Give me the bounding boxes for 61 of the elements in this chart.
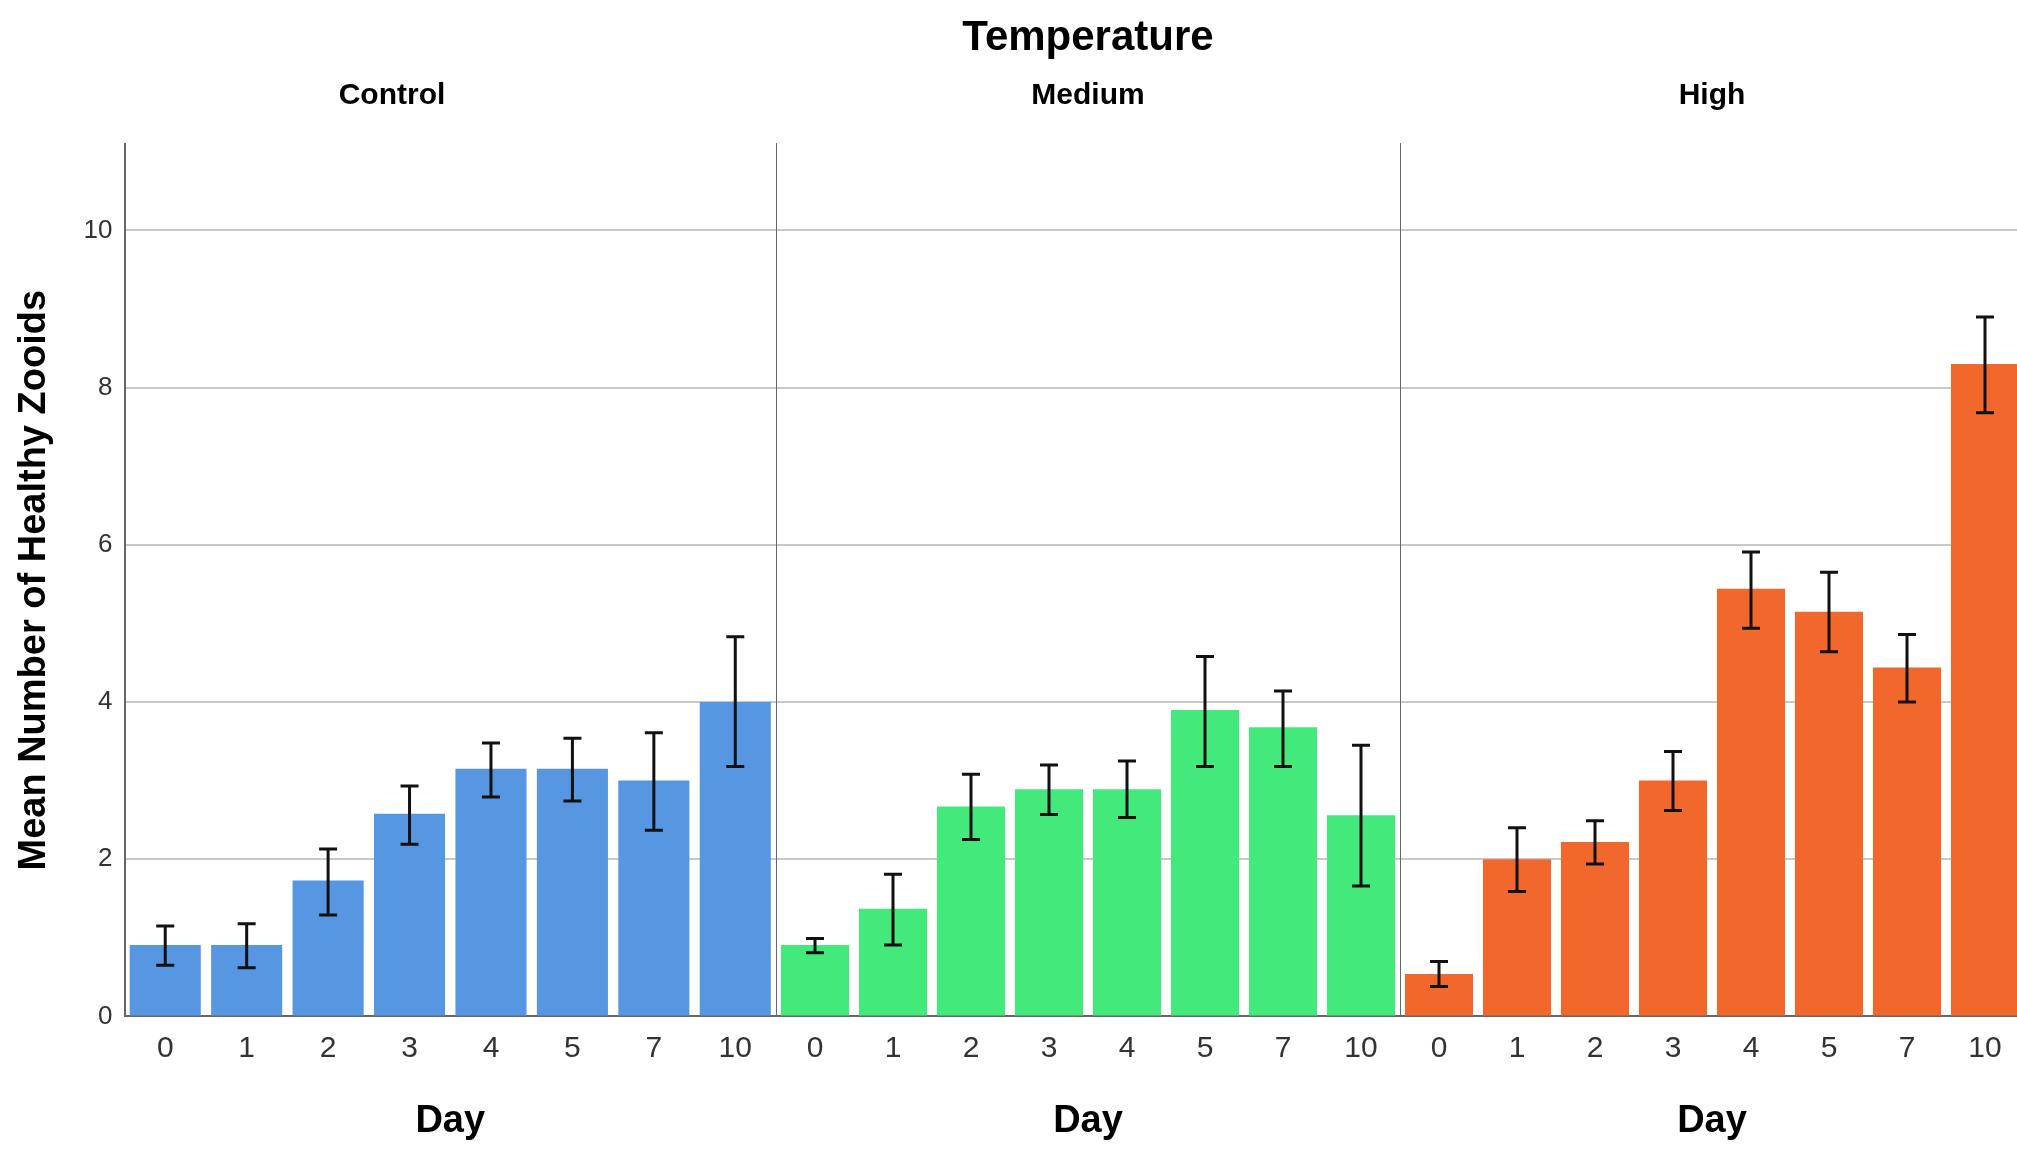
x-tick-label: 3: [1040, 1029, 1058, 1063]
bar: [211, 944, 283, 1016]
bar: [858, 908, 928, 1016]
bar: [455, 768, 527, 1016]
chart-title: Control: [338, 77, 446, 111]
y-tick-label: 8: [98, 370, 113, 401]
x-tick-label: 10: [1344, 1029, 1378, 1063]
bar: [780, 944, 850, 1016]
bar: [1716, 588, 1786, 1016]
y-axis-title: Mean Number of Healthy Zooids: [11, 289, 54, 871]
x-tick-label: 3: [1664, 1029, 1682, 1063]
bar: [1092, 789, 1162, 1016]
y-tick-label: 2: [98, 842, 113, 873]
y-tick-label: 0: [98, 999, 113, 1030]
bar: [1560, 841, 1630, 1016]
x-axis-title: Day: [415, 1097, 486, 1140]
bar: [1482, 859, 1552, 1016]
x-tick-label: 2: [1586, 1029, 1604, 1063]
x-tick-label: 1: [884, 1029, 902, 1063]
x-tick-label: 3: [401, 1029, 418, 1063]
x-tick-label: 10: [718, 1029, 752, 1063]
x-tick-label: 7: [1274, 1029, 1292, 1063]
chart-title: Medium: [1031, 77, 1145, 111]
bar: [1014, 789, 1084, 1016]
bar: [1872, 667, 1942, 1016]
x-tick-label: 2: [962, 1029, 980, 1063]
x-tick-label: 0: [806, 1029, 824, 1063]
x-axis-title: Day: [1677, 1097, 1747, 1140]
x-tick-label: 4: [1118, 1029, 1136, 1063]
x-tick-label: 7: [645, 1029, 663, 1063]
x-tick-label: 2: [319, 1029, 337, 1063]
x-tick-label: 5: [1196, 1029, 1214, 1063]
text: Temperature: [961, 11, 1215, 61]
x-tick-label: 10: [1968, 1029, 2002, 1063]
x-tick-label: 5: [1820, 1029, 1838, 1063]
bar: [936, 806, 1006, 1016]
bar: [1638, 780, 1708, 1016]
y-tick-label: 6: [98, 528, 113, 558]
y-tick-label: 10: [83, 213, 113, 244]
bar: [129, 944, 201, 1016]
x-tick-label: 4: [1742, 1029, 1760, 1063]
x-tick-label: 1: [1508, 1029, 1526, 1063]
bar: [1404, 973, 1474, 1016]
bar: [1794, 611, 1864, 1016]
chart-title: High: [1678, 77, 1746, 111]
x-axis-title: Day: [1053, 1097, 1123, 1140]
bar: [1326, 815, 1396, 1016]
x-tick-label: 4: [482, 1029, 500, 1063]
x-tick-label: 0: [1430, 1029, 1448, 1063]
bar: [292, 880, 364, 1016]
x-tick-label: 7: [1898, 1029, 1916, 1063]
x-tick-label: 1: [238, 1029, 256, 1063]
x-tick-label: 0: [156, 1029, 174, 1063]
y-tick-label: 4: [98, 685, 113, 716]
bar: [1248, 727, 1318, 1016]
bar: [1170, 709, 1240, 1016]
bar: [374, 813, 446, 1016]
bar: [618, 780, 690, 1016]
bar: [536, 768, 608, 1016]
x-tick-label: 5: [564, 1029, 581, 1063]
bar: [699, 702, 771, 1016]
